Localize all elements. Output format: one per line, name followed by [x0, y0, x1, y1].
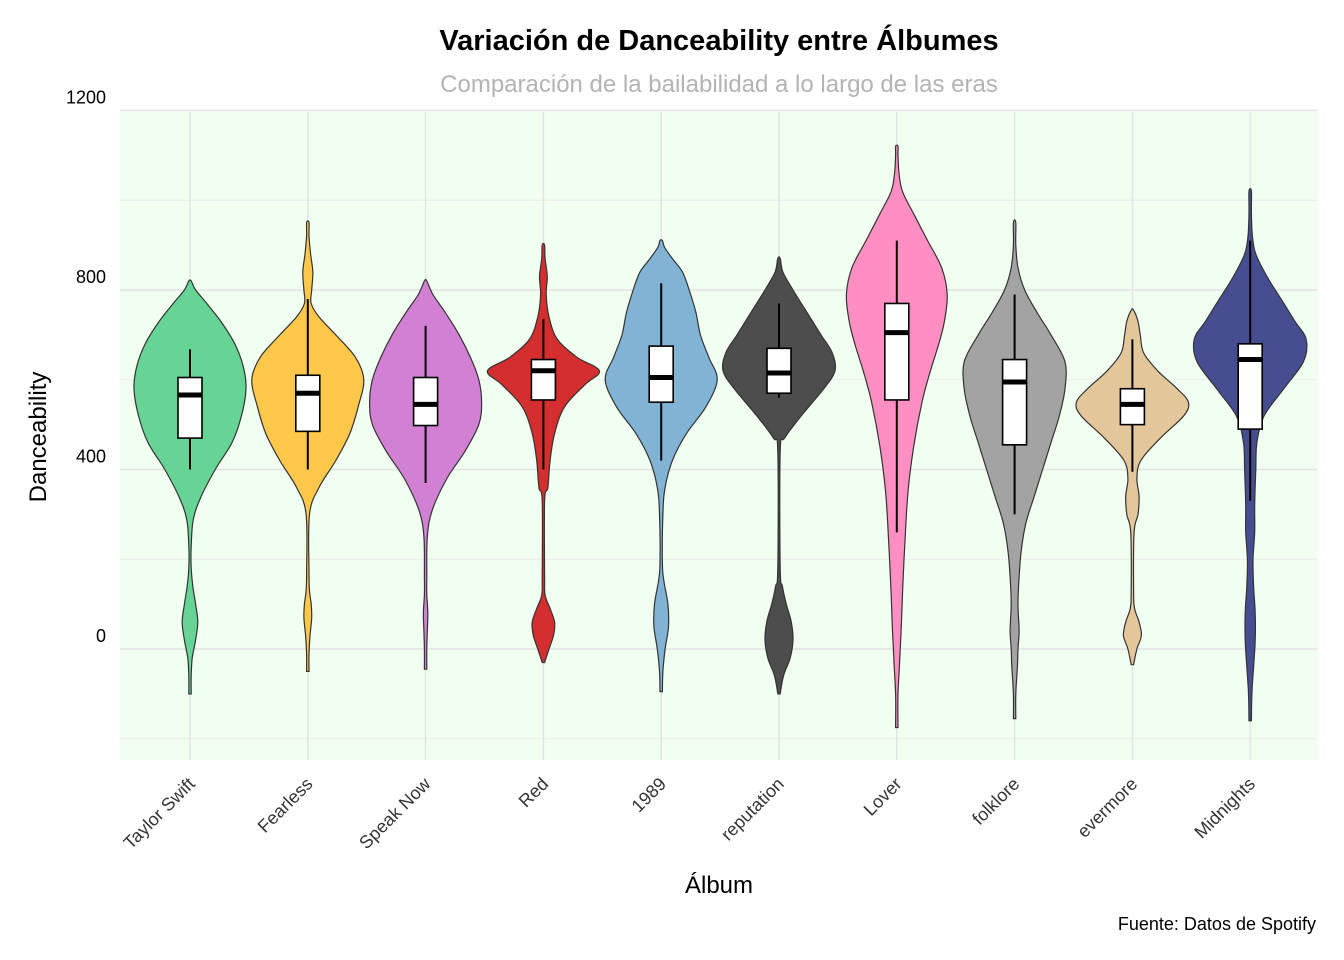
violin-folklore [962, 219, 1067, 720]
violin-shape [1075, 308, 1190, 666]
y-axis-ticks: 0 400 800 1200 [66, 88, 106, 647]
violin-red [486, 242, 601, 664]
y-tick-label: 400 [76, 447, 106, 467]
violins [133, 144, 1308, 729]
violin-reputation [721, 256, 837, 695]
chart-subtitle: Comparación de la bailabilidad a lo larg… [440, 71, 998, 98]
violin-1989 [604, 239, 718, 693]
y-tick-label: 800 [76, 267, 106, 287]
y-axis-title: Danceability [25, 372, 52, 503]
x-axis-title: Álbum [685, 872, 753, 899]
box [648, 345, 675, 403]
violin-taylor-swift [133, 279, 247, 695]
violin-shape [133, 279, 247, 695]
box [294, 374, 321, 433]
violin-speak-now [368, 278, 483, 670]
box [412, 376, 439, 427]
box [1237, 343, 1263, 430]
violin-shape [721, 256, 837, 695]
y-tick-label: 1200 [66, 88, 106, 108]
violin-midnights [1192, 187, 1308, 722]
violin-shape [604, 239, 718, 693]
violin-evermore [1075, 308, 1190, 666]
chart-caption: Fuente: Datos de Spotify [1118, 914, 1316, 934]
chart-title: Variación de Danceability entre Álbumes [439, 23, 998, 57]
box [883, 302, 910, 401]
box [177, 376, 203, 439]
box [1001, 358, 1028, 446]
y-tick-label: 0 [96, 626, 106, 646]
violin-lover [845, 144, 948, 729]
box [530, 358, 557, 401]
violin-fearless [251, 220, 365, 672]
